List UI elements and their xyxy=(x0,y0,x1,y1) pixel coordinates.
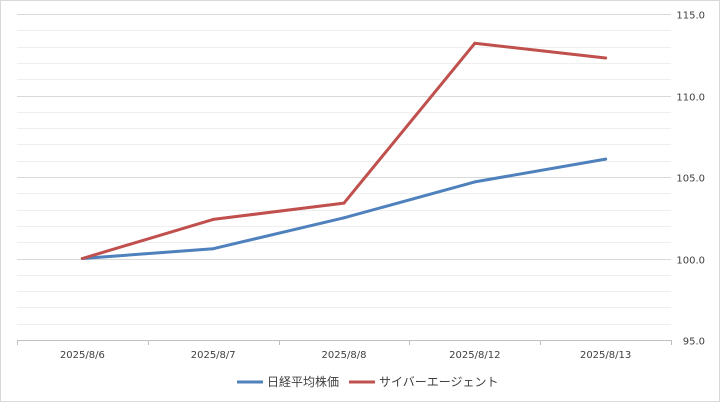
legend-label-2: サイバーエージェント xyxy=(379,375,499,389)
y-tick-label: 115.0 xyxy=(676,11,705,22)
data-point xyxy=(80,257,84,260)
legend-label-1: 日経平均株価 xyxy=(267,374,339,389)
data-point xyxy=(342,216,346,220)
legend: 日経平均株価 サイバーエージェント xyxy=(237,374,499,389)
y-tick-label: 110.0 xyxy=(676,93,705,104)
data-point xyxy=(473,180,477,184)
data-point xyxy=(604,56,608,60)
data-point xyxy=(211,217,215,221)
data-point xyxy=(211,247,215,251)
y-tick-label: 105.0 xyxy=(676,174,705,185)
x-tick-label: 2025/8/8 xyxy=(322,350,367,361)
y-tick-label: 95.0 xyxy=(683,337,705,348)
data-point xyxy=(473,41,477,45)
x-axis xyxy=(17,340,672,345)
data-point xyxy=(604,157,608,161)
x-tick-label: 2025/8/12 xyxy=(449,350,500,361)
x-tick-label: 2025/8/6 xyxy=(60,350,105,361)
x-tick-label: 2025/8/13 xyxy=(580,350,631,361)
series-line-1 xyxy=(80,157,608,260)
gridlines xyxy=(17,14,671,325)
x-tick-label: 2025/8/7 xyxy=(191,350,236,361)
x-axis-ticks: 2025/8/6 2025/8/7 2025/8/8 2025/8/12 2025/8/… xyxy=(60,350,631,361)
series-lines xyxy=(80,41,608,260)
y-tick-label: 100.0 xyxy=(676,256,705,267)
y-axis-ticks: 95.0 100.0 105.0 110.0 115.0 xyxy=(676,11,705,348)
data-point xyxy=(342,201,346,205)
